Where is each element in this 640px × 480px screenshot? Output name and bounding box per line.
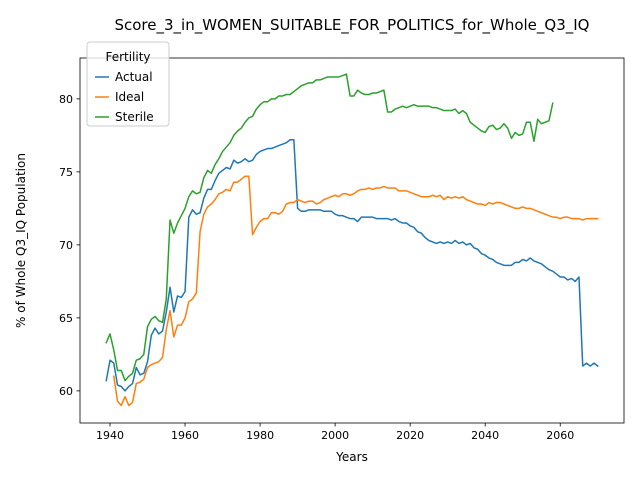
- legend-entries: Actual Ideal Sterile: [95, 70, 154, 124]
- x-tick-label: 1980: [246, 429, 274, 442]
- y-tick-label: 65: [59, 312, 73, 325]
- x-axis-ticks: 1940 1960 1980 2000 2020 2040 2060: [96, 423, 574, 442]
- y-tick-label: 60: [59, 385, 73, 398]
- plot-frame: [79, 57, 625, 424]
- x-tick-label: 2000: [321, 429, 349, 442]
- x-tick-label: 2020: [396, 429, 424, 442]
- y-axis-label: % of Whole Q3_IQ Population: [14, 153, 28, 328]
- x-tick-label: 2060: [546, 429, 574, 442]
- y-tick-label: 75: [59, 166, 73, 179]
- y-axis-ticks: 60 65 70 75 80: [59, 93, 80, 398]
- legend-label-sterile: Sterile: [115, 110, 154, 124]
- x-tick-label: 1940: [96, 429, 124, 442]
- y-tick-label: 70: [59, 239, 73, 252]
- series-line-ideal: [112, 175, 599, 407]
- legend-title: Fertility: [105, 50, 150, 64]
- legend-label-actual: Actual: [115, 70, 153, 84]
- plot-lines: [105, 73, 599, 407]
- x-tick-label: 1960: [171, 429, 199, 442]
- chart-title: Score_3_in_WOMEN_SUITABLE_FOR_POLITICS_f…: [114, 16, 589, 35]
- y-tick-label: 80: [59, 93, 73, 106]
- x-tick-label: 2040: [471, 429, 499, 442]
- series-line-sterile: [105, 73, 554, 382]
- legend: Fertility Actual Ideal Sterile: [86, 41, 170, 127]
- series-line-actual: [105, 139, 599, 392]
- legend-label-ideal: Ideal: [115, 90, 144, 104]
- x-axis-label: Years: [335, 450, 368, 464]
- legend-box: [86, 41, 170, 127]
